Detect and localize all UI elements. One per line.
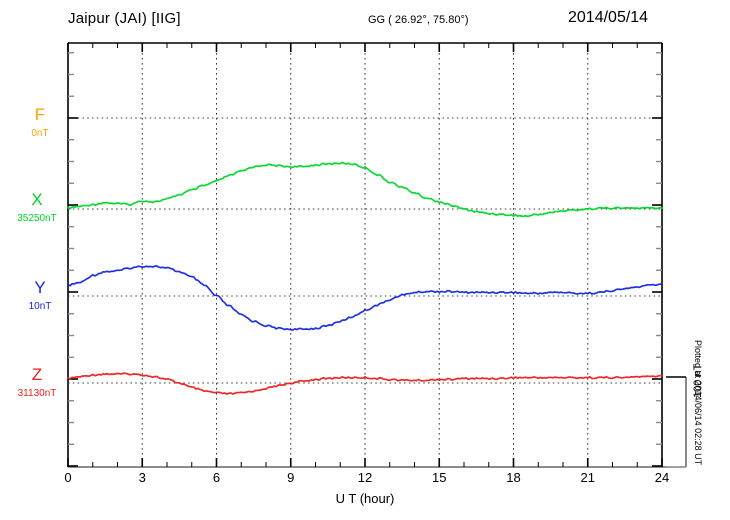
x-tick-label: 3 <box>138 470 146 485</box>
geographic-coordinates: GG ( 26.92°, 75.80°) <box>368 14 469 26</box>
component-name-f: F <box>34 105 46 124</box>
plot-frame <box>67 42 686 468</box>
component-name-z: Z <box>31 365 43 384</box>
component-baseline-x: 35250nT <box>17 213 57 224</box>
axis-label-x: X 35250nT <box>2 190 72 224</box>
component-baseline-f: 0nT <box>31 128 49 139</box>
page-title: Jaipur (JAI) [IIG] <box>68 10 181 27</box>
component-baseline-z: 31130nT <box>17 388 57 399</box>
x-tick-label: 0 <box>64 470 72 485</box>
component-name-y: Y <box>34 278 46 297</box>
axis-label-y: Y 10nT <box>8 278 72 312</box>
axis-label-f: F 0nT <box>8 105 72 139</box>
plotted-at-timestamp: Plotted at 2014/06/14 02:28 UT <box>693 340 703 466</box>
x-tick-label: 15 <box>432 470 447 485</box>
component-baseline-y: 10nT <box>28 301 52 312</box>
observation-date: 2014/05/14 <box>568 9 649 26</box>
grid-lines <box>141 43 589 467</box>
component-baselines <box>68 117 662 384</box>
data-traces <box>67 161 663 395</box>
component-name-x: X <box>31 190 43 209</box>
x-tick-label: 21 <box>580 470 595 485</box>
x-tick-label: 18 <box>506 470 521 485</box>
x-axis-title: U T (hour) <box>335 491 395 506</box>
axis-ticks <box>67 43 663 467</box>
x-tick-label: 12 <box>357 470 373 485</box>
scale-bar <box>666 376 687 468</box>
x-tick-label: 6 <box>212 470 221 485</box>
x-tick-label: 24 <box>654 470 670 485</box>
axis-label-z: Z 31130nT <box>2 365 72 399</box>
x-tick-label: 9 <box>287 470 295 485</box>
